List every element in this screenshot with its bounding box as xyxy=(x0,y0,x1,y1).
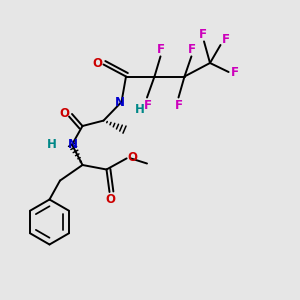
Text: H: H xyxy=(47,138,57,151)
Text: F: F xyxy=(175,99,183,112)
Text: F: F xyxy=(188,43,196,56)
Text: O: O xyxy=(60,106,70,120)
Text: N: N xyxy=(115,95,125,109)
Text: F: F xyxy=(222,33,230,46)
Text: F: F xyxy=(144,99,152,112)
Text: H: H xyxy=(135,103,145,116)
Text: O: O xyxy=(92,57,102,70)
Text: F: F xyxy=(231,65,239,79)
Text: O: O xyxy=(105,193,115,206)
Text: F: F xyxy=(157,43,165,56)
Text: O: O xyxy=(128,151,138,164)
Text: N: N xyxy=(68,138,78,151)
Text: F: F xyxy=(199,28,207,41)
